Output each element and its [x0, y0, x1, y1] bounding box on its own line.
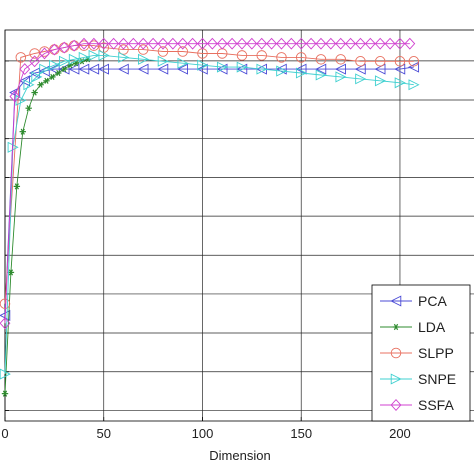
- x-tick-label: 50: [97, 426, 111, 441]
- x-axis-label: Dimension: [209, 448, 270, 463]
- series-line-pca: [5, 67, 414, 315]
- legend-label: SSFA: [418, 397, 454, 413]
- legend: PCA LDA SLPP SNPE SSFA: [372, 285, 470, 421]
- series-ssfa: [0, 38, 414, 328]
- data-point-lda: [31, 90, 37, 96]
- series-line-snpe: [5, 55, 414, 374]
- x-tick-label: 100: [192, 426, 214, 441]
- series-group: [0, 38, 418, 396]
- x-tick-label: 150: [290, 426, 312, 441]
- x-tick-label: 0: [1, 426, 8, 441]
- legend-label: PCA: [418, 293, 447, 309]
- series-line-ssfa: [5, 44, 410, 324]
- series-pca: [0, 62, 418, 320]
- legend-label: SNPE: [418, 371, 456, 387]
- legend-label: SLPP: [418, 345, 454, 361]
- x-tick-labels: 0 50 100 150 200: [1, 426, 410, 441]
- x-tick-label: 200: [389, 426, 411, 441]
- series-line-slpp: [5, 46, 414, 304]
- series-lda: [2, 57, 91, 397]
- data-point-lda: [73, 60, 79, 66]
- legend-label: LDA: [418, 319, 446, 335]
- data-point-lda: [25, 105, 31, 111]
